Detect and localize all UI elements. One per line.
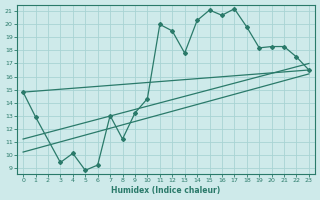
X-axis label: Humidex (Indice chaleur): Humidex (Indice chaleur) <box>111 186 221 195</box>
